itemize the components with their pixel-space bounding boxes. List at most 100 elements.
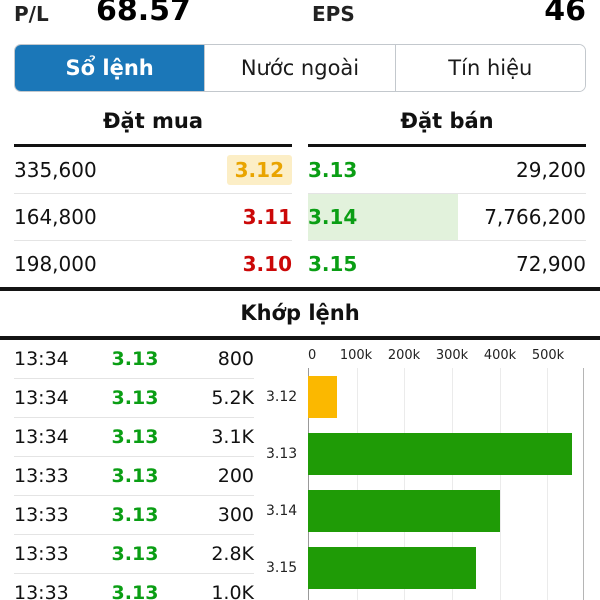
sell-volume: 29,200 xyxy=(516,158,586,182)
bar-label: 3.15 xyxy=(266,559,298,576)
sell-volume: 72,900 xyxy=(516,252,586,276)
trade-volume: 1.0K xyxy=(211,582,254,600)
buy-price[interactable]: 3.11 xyxy=(242,205,292,229)
bar-row: 3.15 xyxy=(266,539,584,596)
sell-volume: 7,766,200 xyxy=(484,205,586,229)
sell-price[interactable]: 3.14 xyxy=(308,205,358,229)
trade-time: 13:33 xyxy=(14,582,69,600)
tab-so-lenh[interactable]: Sổ lệnh xyxy=(15,45,205,91)
chart-bar xyxy=(308,546,476,589)
trade-row: 13:34 3.13 3.1K xyxy=(14,418,254,457)
sell-price[interactable]: 3.13 xyxy=(308,158,358,182)
trade-time: 13:34 xyxy=(14,426,69,448)
bar-track xyxy=(308,375,584,418)
volume-chart: 0 100k 200k 300k 400k 500k 3.12 xyxy=(254,340,600,600)
sell-price-cell: 3.13 xyxy=(308,147,458,193)
trade-price: 3.13 xyxy=(111,426,159,448)
buy-row: 335,600 3.12 xyxy=(14,147,292,194)
matched-title: Khớp lệnh xyxy=(240,301,360,325)
bar-label: 3.12 xyxy=(266,388,298,405)
buy-header: Đặt mua xyxy=(14,104,292,147)
sell-header: Đặt bán xyxy=(308,104,586,147)
trade-time: 13:33 xyxy=(14,543,69,565)
trade-row: 13:34 3.13 800 xyxy=(14,340,254,379)
trade-volume: 200 xyxy=(217,465,254,487)
sell-row: 3.14 7,766,200 xyxy=(308,194,586,241)
sell-side: Đặt bán 3.13 29,200 3.14 7,766,200 3.15 … xyxy=(308,104,586,287)
chart-tick: 100k xyxy=(339,348,373,363)
bar-track xyxy=(308,432,584,475)
chart-gridline xyxy=(356,368,358,600)
chart-tick: 0 xyxy=(308,348,317,363)
chart-gridline xyxy=(404,368,406,600)
chart-bar xyxy=(308,375,337,418)
trade-volume: 800 xyxy=(217,348,254,370)
chart-axis: 0 100k 200k 300k 400k 500k xyxy=(308,346,584,368)
chart-gridline xyxy=(547,368,549,600)
buy-price[interactable]: 3.10 xyxy=(242,252,292,276)
sell-price-cell: 3.15 xyxy=(308,241,458,287)
chart-bar xyxy=(308,432,572,475)
chart-gridline xyxy=(499,368,501,600)
bar-track xyxy=(308,546,584,589)
chart-tick: 200k xyxy=(387,348,421,363)
sell-row: 3.13 29,200 xyxy=(308,147,586,194)
buy-row: 164,800 3.11 xyxy=(14,194,292,241)
buy-volume: 164,800 xyxy=(14,205,97,229)
trade-list: 13:34 3.13 800 13:34 3.13 5.2K 13:34 3.1… xyxy=(0,340,254,600)
eps-value: 46 xyxy=(544,0,586,28)
trade-price: 3.13 xyxy=(111,504,159,526)
chart-bar xyxy=(308,489,500,532)
trade-row: 13:34 3.13 5.2K xyxy=(14,379,254,418)
trade-price: 3.13 xyxy=(111,543,159,565)
trade-price: 3.13 xyxy=(111,348,159,370)
pl-label: P/L xyxy=(14,2,49,26)
thick-divider xyxy=(0,336,600,340)
trade-volume: 300 xyxy=(217,504,254,526)
chart-tick: 300k xyxy=(435,348,469,363)
trade-time: 13:33 xyxy=(14,504,69,526)
buy-side: Đặt mua 335,600 3.12 164,800 3.11 198,00… xyxy=(14,104,292,287)
trade-price: 3.13 xyxy=(111,387,159,409)
chart-grid xyxy=(308,368,584,600)
bar-track xyxy=(308,489,584,532)
trade-row: 13:33 3.13 1.0K xyxy=(14,574,254,600)
pl-value: 68.57 xyxy=(96,0,191,28)
buy-price[interactable]: 3.12 xyxy=(226,155,292,185)
trade-price: 3.13 xyxy=(111,465,159,487)
tab-tin-hieu[interactable]: Tín hiệu xyxy=(394,45,585,91)
trade-time: 13:34 xyxy=(14,387,69,409)
trade-time: 13:34 xyxy=(14,348,69,370)
sell-row: 3.15 72,900 xyxy=(308,241,586,287)
eps-label: EPS xyxy=(312,2,355,26)
buy-row: 198,000 3.10 xyxy=(14,241,292,287)
buy-volume: 198,000 xyxy=(14,252,97,276)
trade-volume: 3.1K xyxy=(211,426,254,448)
chart-gridline xyxy=(451,368,453,600)
top-metrics: P/L 68.57 EPS 46 xyxy=(0,0,600,34)
trade-volume: 5.2K xyxy=(211,387,254,409)
trade-row: 13:33 3.13 2.8K xyxy=(14,535,254,574)
tab-bar: Sổ lệnh Nước ngoài Tín hiệu xyxy=(14,44,586,92)
trade-time: 13:33 xyxy=(14,465,69,487)
trade-price: 3.13 xyxy=(111,582,159,600)
matched-section: 13:34 3.13 800 13:34 3.13 5.2K 13:34 3.1… xyxy=(0,340,600,600)
chart-plot-area: 3.12 3.13 3.14 3.15 xyxy=(266,368,584,600)
trade-volume: 2.8K xyxy=(211,543,254,565)
bar-label: 3.14 xyxy=(266,502,298,519)
bar-row: 3.12 xyxy=(266,368,584,425)
bar-row: 3.13 xyxy=(266,425,584,482)
bar-row: 3.14 xyxy=(266,482,584,539)
trade-row: 13:33 3.13 200 xyxy=(14,457,254,496)
tab-nuoc-ngoai[interactable]: Nước ngoài xyxy=(204,45,395,91)
order-book: Đặt mua 335,600 3.12 164,800 3.11 198,00… xyxy=(14,104,586,287)
trade-row: 13:33 3.13 300 xyxy=(14,496,254,535)
chart-tick: 400k xyxy=(483,348,517,363)
chart-tick: 500k xyxy=(531,348,565,363)
bar-label: 3.13 xyxy=(266,445,298,462)
sell-price[interactable]: 3.15 xyxy=(308,252,358,276)
sell-price-cell: 3.14 xyxy=(308,194,458,240)
buy-volume: 335,600 xyxy=(14,158,97,182)
thick-divider xyxy=(0,287,600,291)
